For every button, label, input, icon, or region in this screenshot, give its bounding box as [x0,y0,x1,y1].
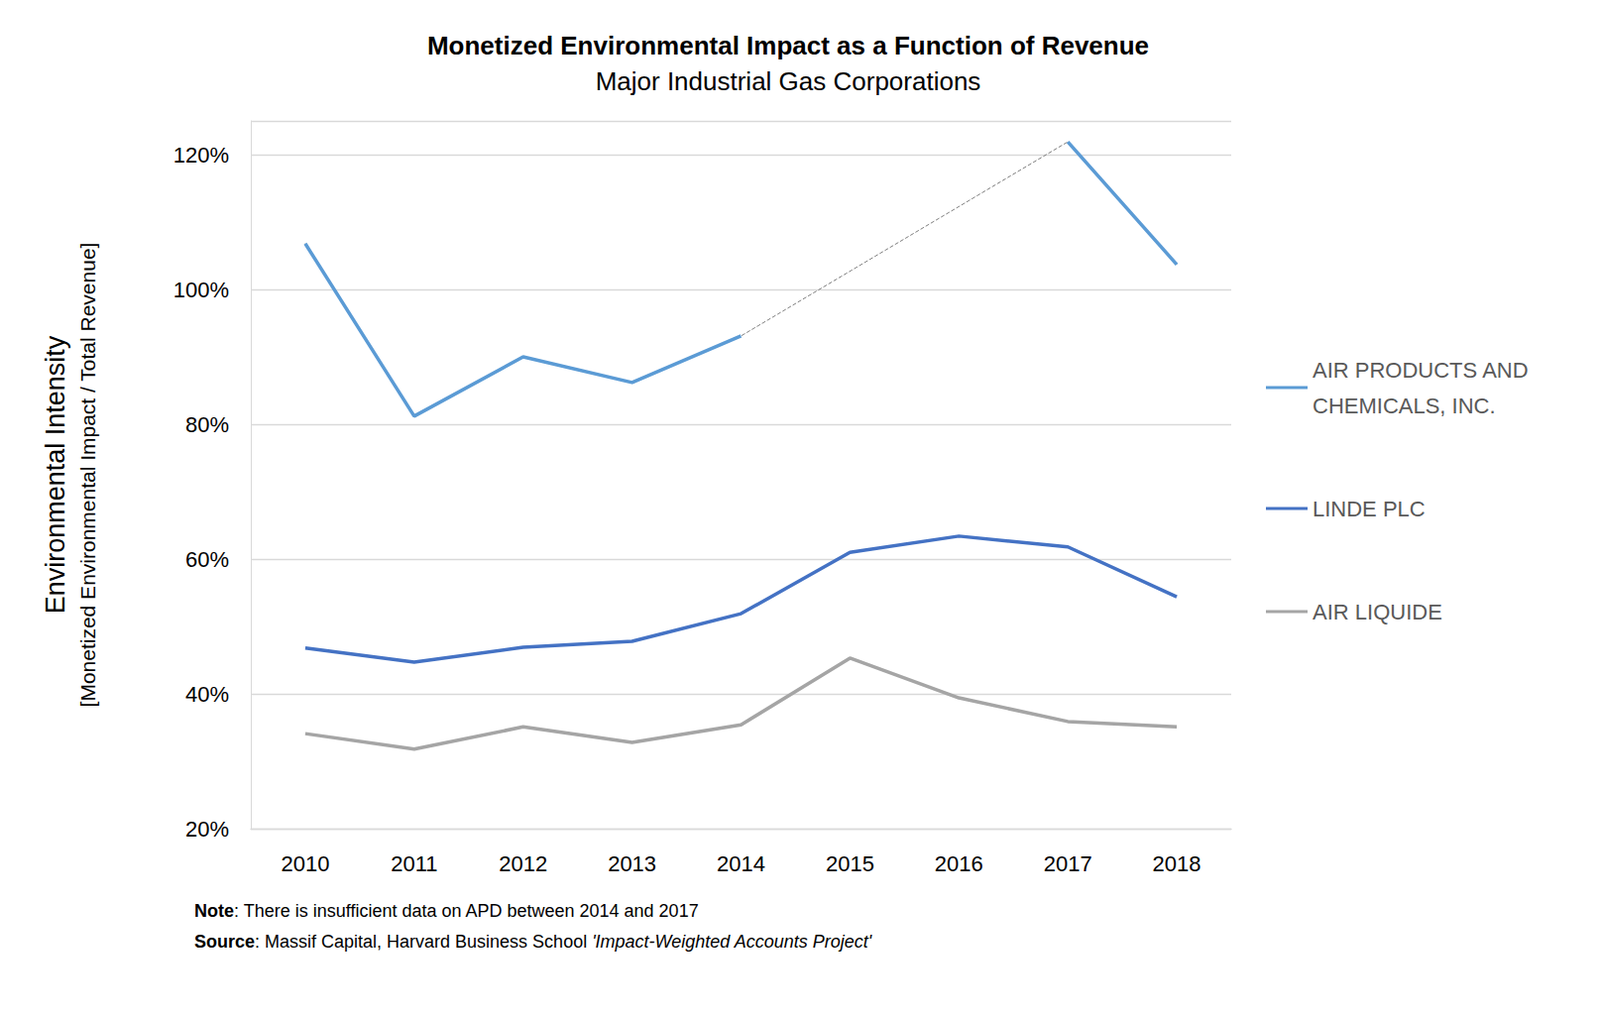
svg-text:2013: 2013 [607,851,657,877]
svg-text:100%: 100% [173,277,229,303]
svg-text:Monetized Environmental Impact: Monetized Environmental Impact as a Func… [427,30,1149,61]
svg-text:: Massif Capital, Harvard Busi: : Massif Capital, Harvard Business Schoo… [254,931,592,952]
svg-text:80%: 80% [185,412,229,438]
svg-text:Note: Note [194,901,234,921]
svg-text:2018: 2018 [1152,851,1202,877]
svg-text:2011: 2011 [390,851,438,877]
svg-text:Source: Source [194,931,255,952]
svg-text:CHEMICALS, INC.: CHEMICALS, INC. [1312,393,1496,419]
svg-text:LINDE PLC: LINDE PLC [1312,496,1426,522]
svg-text:Major Industrial Gas Corporati: Major Industrial Gas Corporations [595,66,982,97]
svg-text:2012: 2012 [498,851,548,877]
svg-text:AIR LIQUIDE: AIR LIQUIDE [1312,599,1443,625]
svg-text:2014: 2014 [716,851,766,877]
svg-text:120%: 120% [173,142,229,168]
svg-text:2016: 2016 [934,851,984,877]
svg-text:2010: 2010 [280,851,330,877]
svg-text:'Impact-Weighted Accounts Proj: 'Impact-Weighted Accounts Project' [591,931,873,952]
svg-text:Environmental Intensity: Environmental Intensity [40,335,71,614]
svg-text:: There is insufficient data o: : There is insufficient data on APD betw… [233,901,699,921]
svg-text:[Monetized Environmental Impac: [Monetized Environmental Impact / Total … [76,242,100,708]
svg-text:60%: 60% [185,547,229,572]
svg-text:2015: 2015 [825,851,875,877]
svg-text:40%: 40% [185,682,229,707]
svg-text:AIR PRODUCTS AND: AIR PRODUCTS AND [1312,357,1535,383]
svg-text:2017: 2017 [1043,851,1093,877]
svg-text:20%: 20% [185,816,229,842]
